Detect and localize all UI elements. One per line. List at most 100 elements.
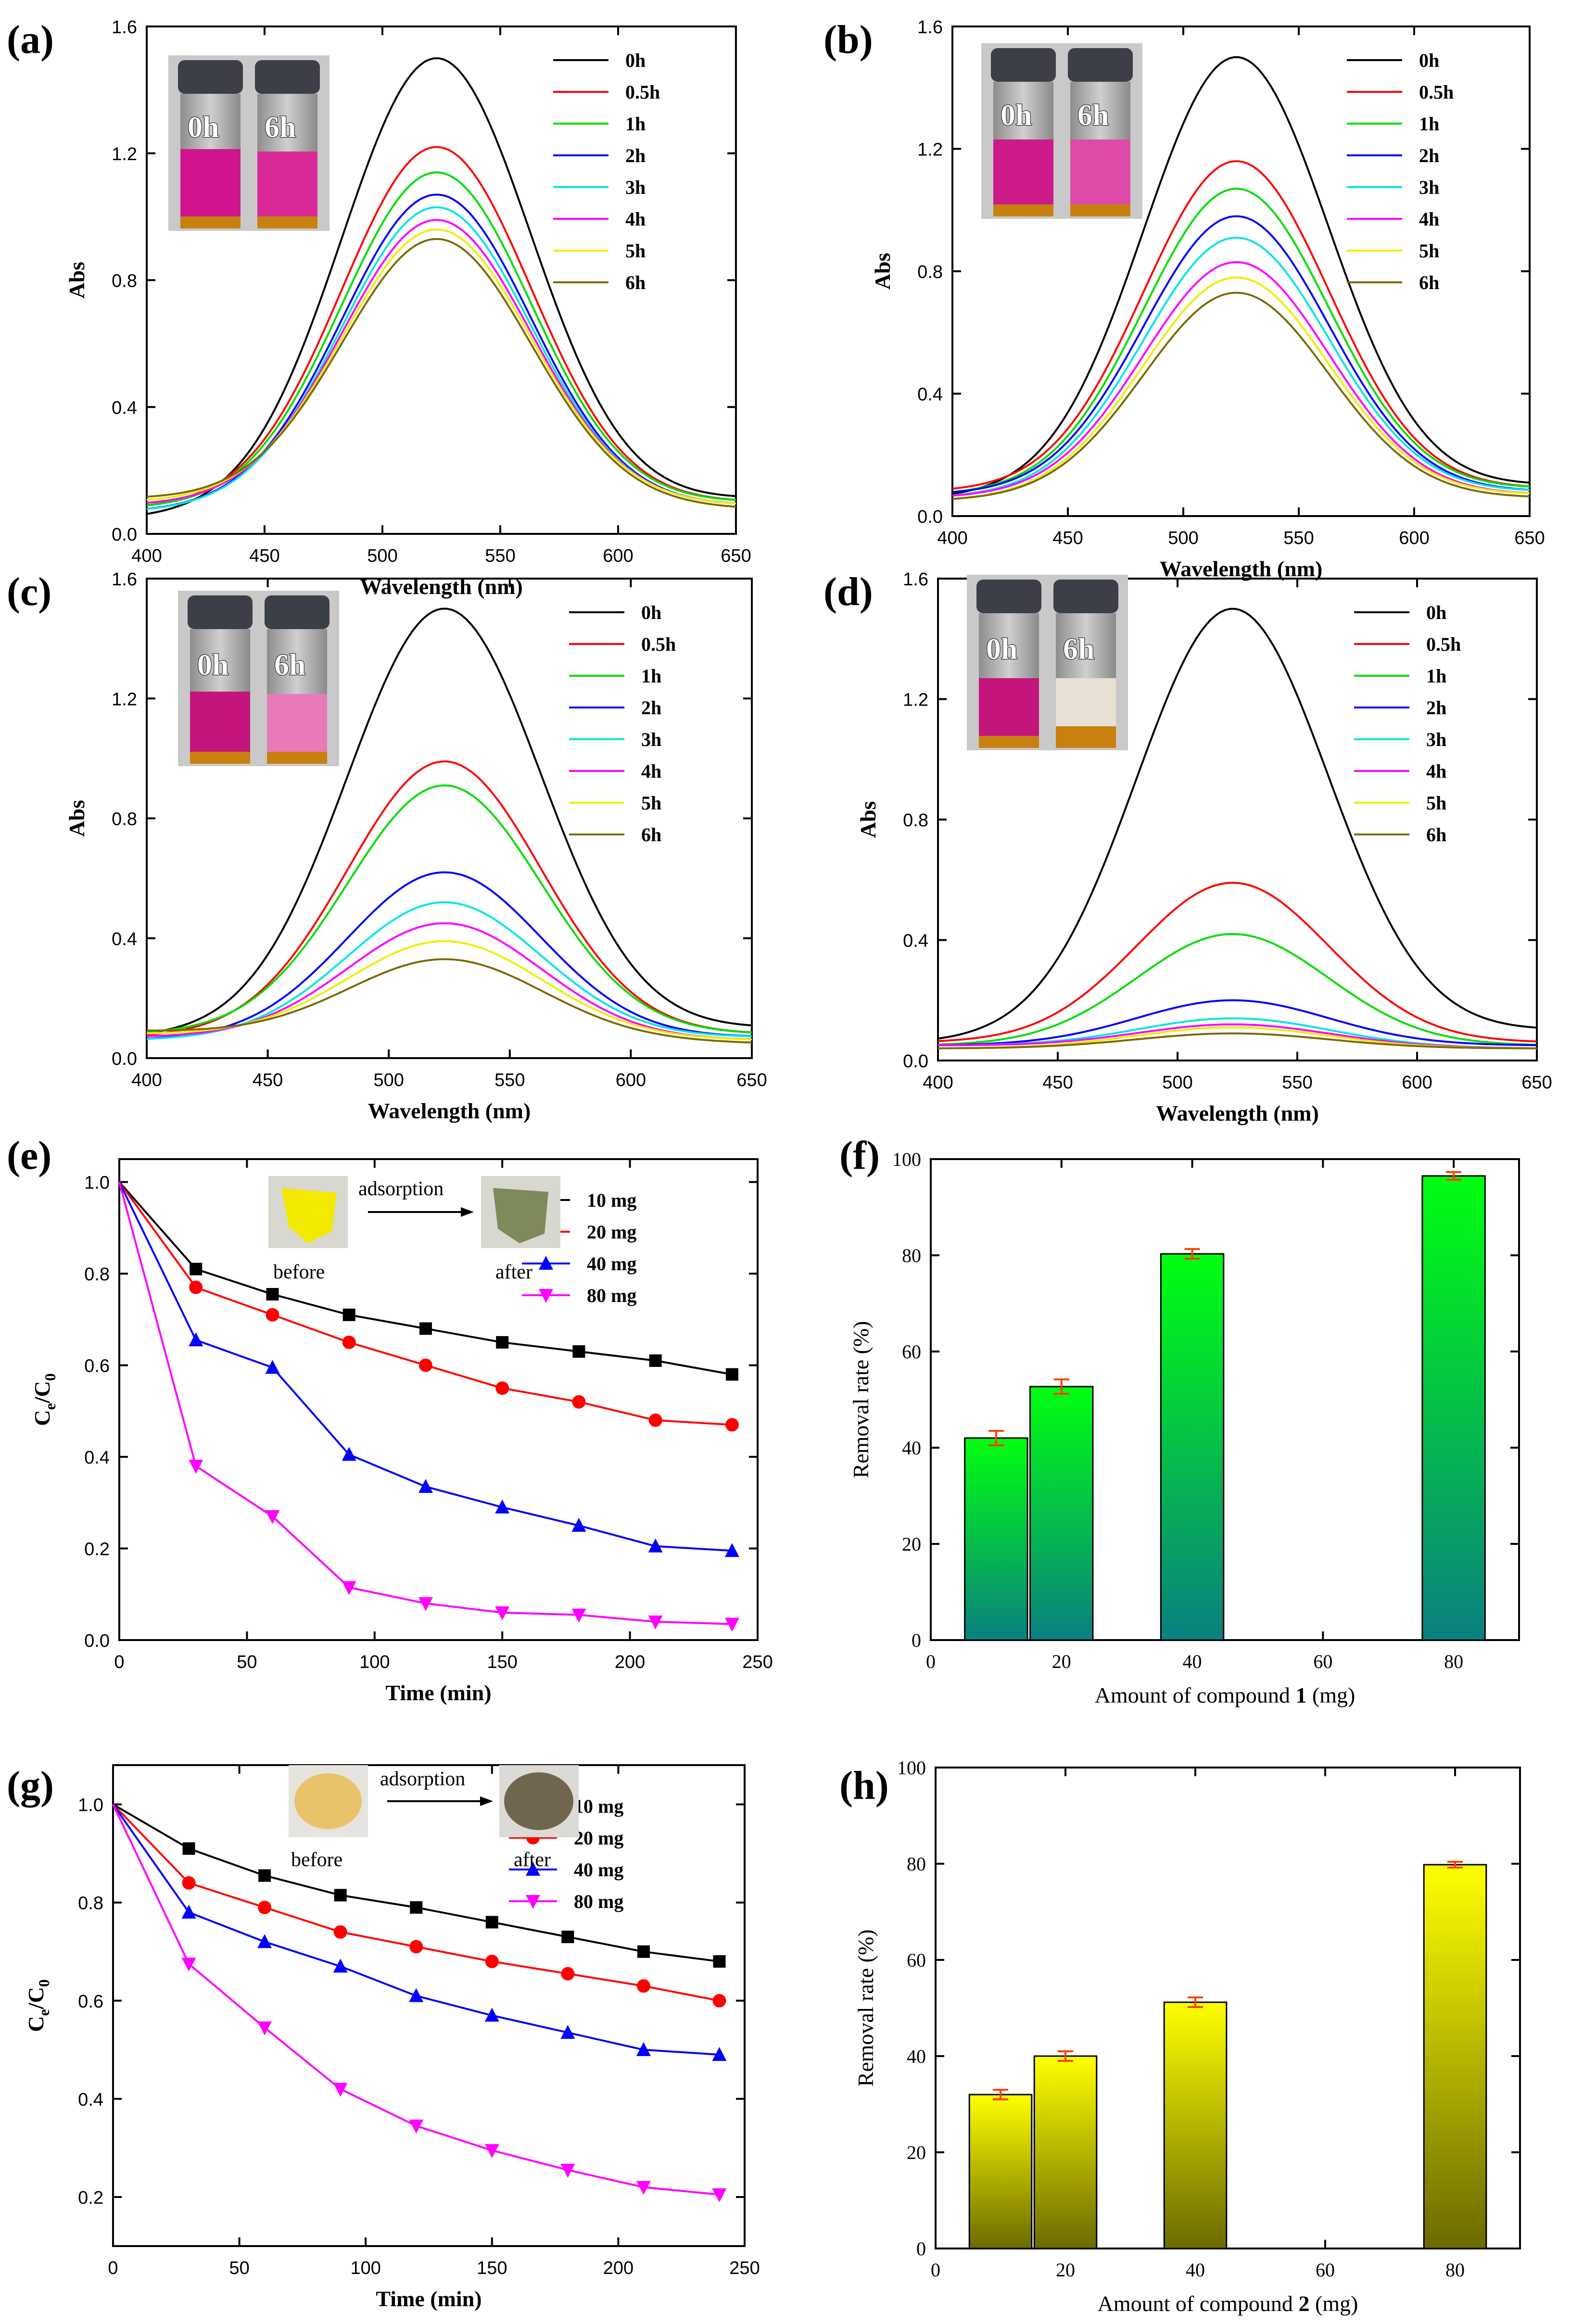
- y-tick-label: 1.2: [112, 144, 137, 164]
- y-tick-label: 1.0: [84, 1173, 110, 1193]
- legend-label-1h: 1h: [641, 665, 661, 687]
- y-tick-label: 1.0: [78, 1795, 103, 1816]
- plot-frame: [118, 1158, 759, 1641]
- data-point: [418, 1478, 433, 1493]
- yellow-powder-image: [294, 1773, 362, 1829]
- x-tick-label: 400: [923, 1073, 953, 1093]
- data-point: [712, 2188, 727, 2202]
- legend-label-1h: 1h: [625, 113, 646, 135]
- y-tick-label: 0.0: [917, 507, 943, 527]
- legend-label-0h: 0h: [625, 50, 646, 71]
- legend-label-1h: 1h: [1419, 113, 1439, 135]
- panel-label-g: (g): [7, 1763, 54, 1808]
- data-point: [409, 1988, 424, 2002]
- x-tick-label: 20: [1052, 1651, 1071, 1672]
- y-tick-label: 0.8: [112, 809, 137, 830]
- x-tick-label: 550: [485, 546, 515, 566]
- x-tick-label: 450: [1052, 528, 1083, 548]
- series-line-4h: [952, 261, 1530, 497]
- x-tick-label: 150: [477, 2258, 507, 2278]
- x-axis-label: Amount of compound 1 (mg): [1095, 1683, 1356, 1707]
- yellow-powder-image: [281, 1188, 337, 1243]
- legend-label-3h: 3h: [1426, 729, 1446, 750]
- series-line-2h: [952, 215, 1530, 493]
- legend-label-6h: 6h: [1426, 824, 1446, 846]
- y-tick-label: 0.0: [112, 525, 137, 545]
- bar: [1160, 1253, 1225, 1641]
- x-tick-label: 450: [253, 1070, 283, 1090]
- x-tick-label: 400: [131, 546, 162, 566]
- data-point: [266, 1308, 279, 1322]
- series-line-0h: [146, 607, 752, 1035]
- series-line-0.5h: [952, 160, 1530, 490]
- data-point: [724, 1617, 739, 1632]
- data-point: [561, 1967, 575, 1981]
- data-point: [342, 1447, 356, 1461]
- series-line-2h: [938, 999, 1537, 1047]
- x-tick-label: 0: [108, 2258, 118, 2278]
- adsorption-inset-g: adsorption before after: [289, 1765, 579, 1871]
- chart-d: 400 450 500 550 600 650 0.0 0.4 0.8 1.2 1.6 Wavelen…: [856, 569, 1552, 1125]
- y-tick-label: 0.6: [78, 1992, 103, 2012]
- legend-label-0.5h: 0.5h: [641, 633, 676, 655]
- x-tick-label: 600: [616, 1070, 646, 1090]
- legend-label: 80 mg: [574, 1891, 623, 1912]
- y-tick-label: 0.2: [84, 1540, 110, 1560]
- x-tick-label: 60: [1316, 2259, 1335, 2281]
- chart-e: 0 50 100 150 200 250 0.0 0.2 0.4 0.6 0.8 1.0 Time (m…: [30, 1158, 773, 1705]
- bar: [1163, 2001, 1228, 2249]
- data-point: [495, 1499, 510, 1514]
- data-point: [485, 1916, 498, 1929]
- x-tick-label: 400: [937, 528, 967, 548]
- y-axis-label: Abs: [856, 801, 880, 838]
- x-tick-label: 650: [721, 546, 751, 566]
- legend-label-3h: 3h: [625, 177, 646, 198]
- before-label: before: [273, 1261, 325, 1283]
- data-point: [648, 1413, 662, 1427]
- chart-b: 400 450 500 550 600 650 0.0 0.4 0.8 1.2 1.6 Wavelen…: [870, 17, 1545, 581]
- legend-label: 80 mg: [587, 1285, 636, 1306]
- adsorption-label: adsorption: [380, 1768, 465, 1790]
- chart-h: 0 20 40 60 80 0 20 40 60 80 100 Amount of compound …: [853, 1757, 1521, 2316]
- x-tick-label: 20: [1056, 2259, 1075, 2281]
- vial-label-6h: 6h: [265, 111, 296, 144]
- data-point: [265, 1510, 280, 1524]
- x-tick-label: 500: [1168, 528, 1198, 548]
- y-tick-label: 60: [902, 1341, 921, 1363]
- data-point: [636, 1979, 650, 1993]
- data-point: [485, 1955, 499, 1969]
- bar: [1421, 1175, 1486, 1641]
- data-point: [725, 1368, 738, 1381]
- y-tick-label: 0: [912, 1629, 921, 1651]
- x-tick-label: 0: [931, 2259, 940, 2281]
- y-axis-label: Removal rate (%): [853, 1930, 878, 2087]
- used-powder-image: [504, 1772, 573, 1830]
- data-point: [637, 1945, 650, 1958]
- legend-label-2h: 2h: [641, 697, 661, 719]
- data-point: [418, 1597, 433, 1611]
- x-tick-label: 100: [359, 1652, 390, 1672]
- legend-label-6h: 6h: [625, 272, 646, 293]
- x-tick-label: 600: [1399, 528, 1429, 548]
- y-tick-label: 0.6: [84, 1356, 110, 1377]
- data-point: [571, 1608, 586, 1623]
- vial-label-6h: 6h: [1077, 99, 1109, 132]
- vial-photo-b: 0h 6h: [981, 43, 1142, 219]
- series-line-1h: [952, 188, 1530, 493]
- vial-label-0h: 0h: [986, 633, 1017, 666]
- legend-label-0.5h: 0.5h: [1426, 633, 1461, 655]
- data-point: [636, 2042, 651, 2056]
- legend-label: 40 mg: [587, 1253, 636, 1275]
- legend-label-0h: 0h: [1426, 602, 1446, 623]
- series-line-80mg: [118, 1182, 732, 1625]
- legend-label: 20 mg: [574, 1827, 623, 1849]
- panel-label-c: (c): [7, 569, 51, 614]
- after-label: after: [495, 1261, 532, 1283]
- x-tick-label: 150: [487, 1652, 517, 1672]
- y-tick-label: 0.4: [903, 931, 928, 951]
- legend-label-2h: 2h: [1426, 697, 1446, 719]
- x-tick-label: 250: [742, 1652, 773, 1672]
- data-point: [342, 1308, 355, 1321]
- data-point: [484, 2008, 499, 2022]
- adsorption-inset-e: adsorption before after: [268, 1176, 560, 1283]
